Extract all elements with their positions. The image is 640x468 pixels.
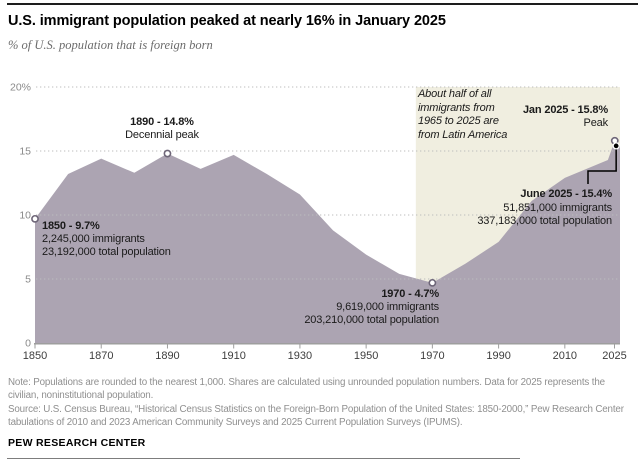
foreign-born-share-area — [35, 140, 620, 343]
annotation-jan-2025-value: Jan 2025 - 15.8% — [522, 104, 608, 116]
annotation-1970-value: 1970 - 4.7% — [381, 288, 439, 300]
x-axis-label-1890: 1890 — [155, 350, 179, 362]
annotation-1890-caption: Decennial peak — [125, 129, 199, 141]
x-axis-label-1990: 1990 — [486, 350, 510, 362]
source-line: Source: U.S. Census Bureau, “Historical … — [8, 404, 624, 428]
y-axis-label-20: 20% — [10, 82, 31, 94]
marker-1970-open-dot — [428, 278, 437, 287]
annotation-latin-america: About half of all immigrants from 1965 t… — [418, 88, 508, 141]
page-title: U.S. immigrant population peaked at near… — [8, 13, 446, 29]
annotation-jan-2025-caption: Peak — [583, 117, 609, 129]
annotation-june-2025: June 2025 - 15.4% 51,851,000 immigrants … — [477, 188, 612, 229]
annotation-1850-immigrants: 2,245,000 immigrants — [42, 233, 145, 245]
annotation-june-2025-value: June 2025 - 15.4% — [520, 188, 612, 200]
y-axis-label-5: 5 — [25, 274, 31, 286]
annotation-1890-value: 1890 - 14.8% — [130, 116, 194, 128]
bottom-rule — [7, 458, 520, 459]
annotation-june-2025-immigrants: 51,851,000 immigrants — [503, 201, 612, 214]
x-axis-label-1970: 1970 — [420, 350, 444, 362]
marker-1850-open-dot — [31, 214, 39, 223]
x-axis-label-1910: 1910 — [221, 350, 245, 362]
june-2025-connector-line — [587, 147, 617, 184]
pew-research-center-wordmark: PEW RESEARCH CENTER — [8, 437, 146, 449]
x-axis-label-1850: 1850 — [23, 350, 47, 362]
annotation-jan-2025: Jan 2025 - 15.8% Peak — [523, 104, 608, 130]
annotation-1850-value: 1850 - 9.7% — [42, 220, 100, 232]
y-axis-label-10: 10 — [19, 210, 31, 222]
annotation-1850: 1850 - 9.7% 2,245,000 immigrants 23,192,… — [42, 220, 171, 259]
x-axis-label-1950: 1950 — [354, 350, 378, 362]
annotation-1890: 1890 - 14.8% Decennial peak — [87, 116, 237, 142]
annotation-1970: 1970 - 4.7% 9,619,000 immigrants 203,210… — [304, 288, 439, 327]
footnote: Note: Populations are rounded to the nea… — [8, 377, 605, 401]
annotation-june-2025-population: 337,183,000 total population — [477, 215, 612, 227]
annotation-1970-population: 203,210,000 total population — [304, 314, 439, 326]
x-axis-label-2025: 2025 — [602, 350, 626, 362]
y-axis-label-15: 15 — [19, 146, 31, 158]
marker-2025-black-dot — [612, 142, 620, 150]
annotation-1850-population: 23,192,000 total population — [42, 246, 171, 258]
y-axis-label-0: 0 — [25, 338, 31, 350]
x-axis-label-2010: 2010 — [553, 350, 577, 362]
chart-subtitle: % of U.S. population that is foreign bor… — [8, 38, 213, 52]
marker-1890-open-dot — [163, 149, 172, 158]
top-rule — [7, 3, 638, 5]
annotation-1970-immigrants: 9,619,000 immigrants — [336, 301, 439, 313]
x-axis-label-1930: 1930 — [288, 350, 312, 362]
x-axis-label-1870: 1870 — [89, 350, 113, 362]
